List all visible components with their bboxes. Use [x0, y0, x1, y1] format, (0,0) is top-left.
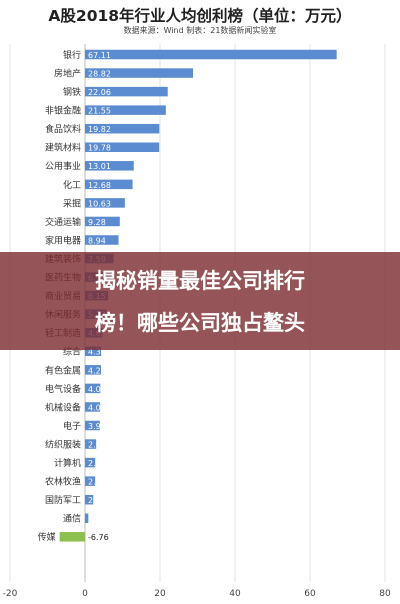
category-label: 钢铁	[63, 86, 81, 98]
category-label: 机械设备	[45, 401, 81, 413]
data-label: 4.02	[88, 403, 106, 412]
bar	[85, 476, 96, 486]
bar	[85, 198, 125, 208]
bar	[85, 179, 133, 190]
data-label: 8.94	[88, 236, 106, 245]
data-label: 10.63	[88, 199, 111, 208]
headline-overlay	[0, 252, 400, 350]
category-label: 有色金属	[45, 364, 81, 376]
category-label: 房地产	[54, 67, 81, 79]
category-label: 传媒	[38, 531, 56, 543]
data-label: 21.55	[88, 107, 111, 116]
category-label: 电气设备	[45, 383, 81, 395]
data-label: 4.08	[88, 385, 106, 394]
category-label: 纺织服装	[45, 438, 81, 450]
x-tick-label: 40	[229, 589, 241, 599]
headline-line-1: 揭秘销量最佳公司排行	[95, 269, 305, 293]
x-tick-label: -20	[3, 589, 18, 599]
chart-title: A股2018年行业人均创利榜（单位：万元）	[48, 7, 352, 25]
data-label: 2.19	[88, 496, 106, 505]
data-label: 3.97	[88, 422, 106, 431]
bar	[85, 439, 97, 449]
bar	[85, 86, 168, 97]
bar	[85, 216, 120, 227]
category-label: 交通运输	[45, 216, 81, 228]
category-label: 银行	[63, 49, 81, 61]
data-label: 22.06	[88, 88, 111, 97]
category-label: 化工	[63, 179, 81, 191]
headline-line-2: 榜！哪些公司独占鳌头	[95, 311, 305, 335]
bar	[85, 365, 102, 375]
data-label: 4.27	[88, 366, 106, 375]
data-label: 67.11	[88, 51, 111, 60]
x-tick-label: 80	[379, 589, 391, 599]
bar	[85, 457, 96, 468]
category-label: 建筑材料	[45, 142, 81, 154]
x-tick-label: 60	[304, 589, 316, 599]
bar	[85, 49, 337, 60]
bar	[85, 346, 102, 357]
category-label: 电子	[63, 420, 81, 432]
category-label: 家用电器	[45, 234, 81, 246]
data-label: 0.89	[88, 515, 106, 524]
x-tick-label: 0	[82, 589, 88, 599]
data-label: 9.28	[88, 218, 106, 227]
data-label: -6.76	[88, 533, 109, 542]
data-label: 2.71	[88, 478, 106, 487]
bar	[85, 142, 160, 152]
data-label: 12.68	[88, 181, 111, 190]
bar	[59, 532, 85, 542]
bar	[85, 235, 119, 245]
bar	[85, 420, 100, 431]
bar	[85, 494, 94, 505]
data-label: 19.78	[88, 144, 111, 153]
x-tick-label: 20	[154, 589, 166, 599]
bar	[85, 402, 101, 412]
data-label: 2.73	[88, 459, 106, 468]
category-label: 国防军工	[45, 494, 81, 506]
category-label: 通信	[63, 513, 81, 525]
category-label: 采掘	[63, 197, 81, 209]
category-label: 非银金融	[45, 105, 81, 117]
category-label: 食品饮料	[45, 123, 81, 135]
bar	[85, 513, 89, 523]
data-label: 4.30	[88, 348, 106, 357]
data-label: 28.82	[88, 69, 111, 78]
data-label: 2.98	[88, 440, 106, 449]
data-label: 13.01	[88, 162, 111, 171]
bar	[85, 383, 101, 394]
bar	[85, 68, 194, 78]
category-label: 农林牧渔	[45, 476, 81, 488]
bar	[85, 105, 166, 115]
chart-subtitle: 数据来源：Wind 制表：21数据新闻实验室	[123, 26, 277, 35]
bar	[85, 123, 160, 134]
bar	[85, 161, 134, 171]
data-label: 19.82	[88, 125, 111, 134]
category-label: 公用事业	[45, 160, 81, 172]
category-label: 计算机	[54, 457, 81, 469]
